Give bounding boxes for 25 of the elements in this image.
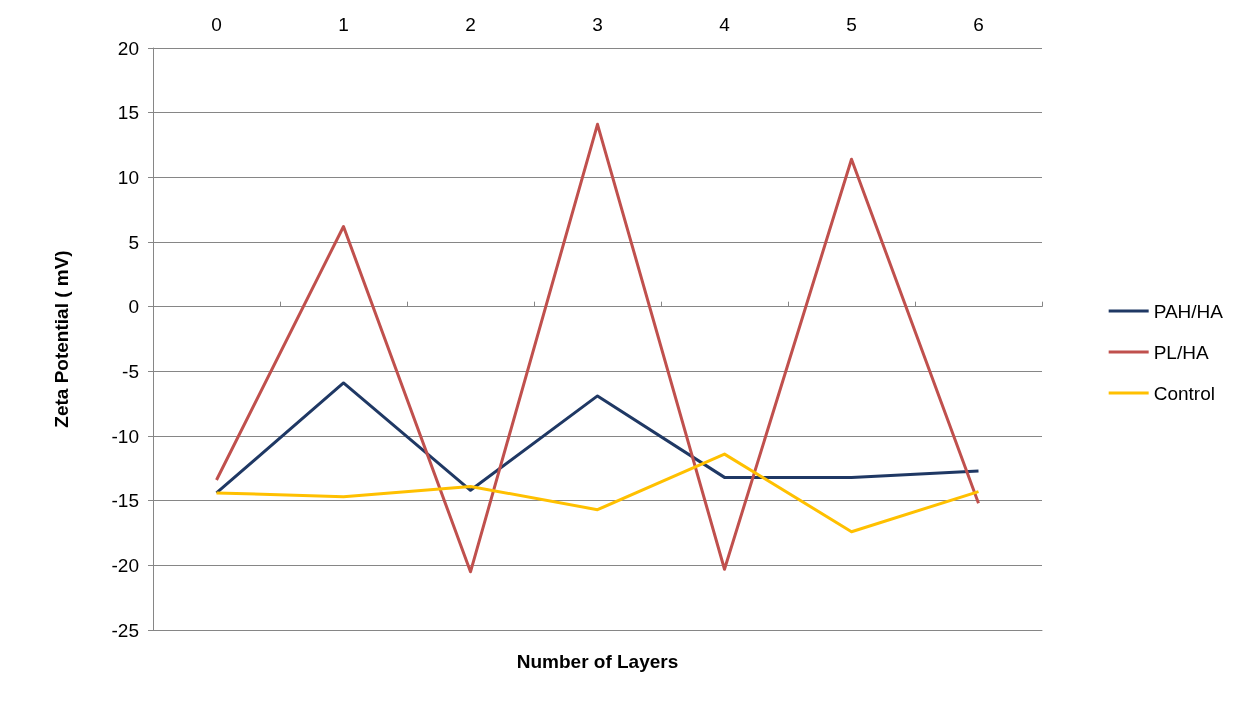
legend-label: Control xyxy=(1153,382,1215,404)
y-axis-title: Zeta Potential ( mV) xyxy=(51,250,72,428)
line-series xyxy=(215,452,980,534)
y-tick-label: 10 xyxy=(117,166,139,188)
x-tick-label: 5 xyxy=(846,14,857,35)
y-tick-label: 20 xyxy=(117,37,139,59)
y-tick-label: -5 xyxy=(122,360,139,382)
x-tick-label: 1 xyxy=(338,14,349,35)
line-series xyxy=(215,381,980,495)
legend-label: PL/HA xyxy=(1153,341,1209,363)
y-tick-label: 15 xyxy=(117,102,139,124)
x-axis-title: Number of Layers xyxy=(516,651,679,672)
x-tick-label: 0 xyxy=(211,14,222,35)
x-tick-label: 2 xyxy=(465,14,476,35)
x-tick-label: 6 xyxy=(973,14,984,35)
y-tick-label: -10 xyxy=(111,425,139,447)
y-tick-label: -20 xyxy=(111,554,139,576)
line-series xyxy=(215,122,980,574)
y-tick-label: 0 xyxy=(128,296,139,318)
y-tick-label: -15 xyxy=(111,490,139,512)
x-tick-label: 3 xyxy=(592,14,603,35)
y-tick-label: -25 xyxy=(111,619,139,641)
legend-label: PAH/HA xyxy=(1153,300,1224,322)
y-tick-label: 5 xyxy=(128,231,139,253)
x-tick-label: 4 xyxy=(719,14,731,35)
